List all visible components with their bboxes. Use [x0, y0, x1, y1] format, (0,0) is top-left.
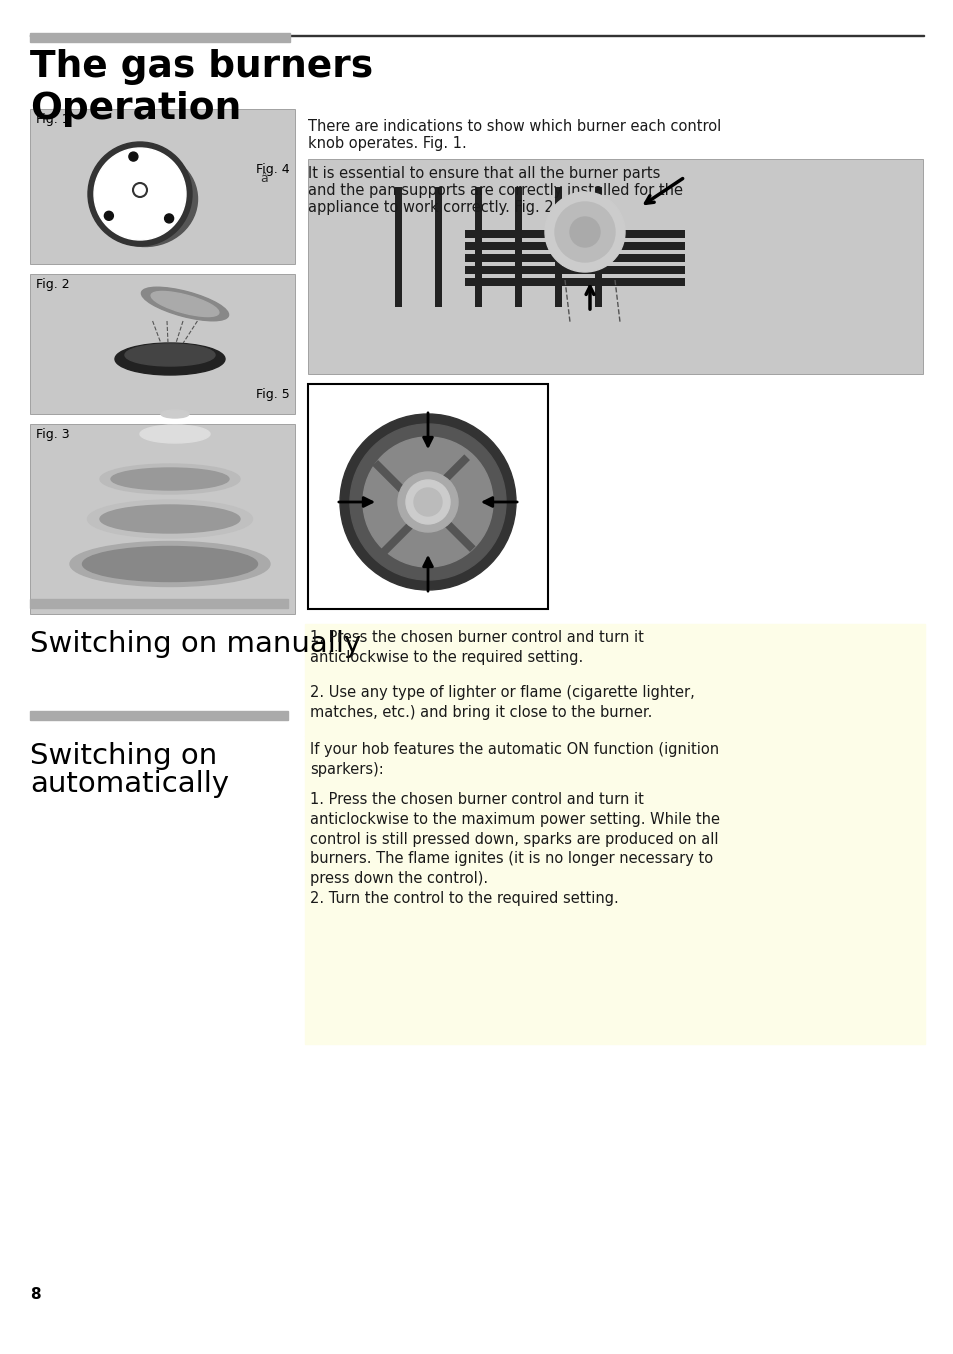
Ellipse shape: [100, 505, 240, 533]
Circle shape: [406, 481, 450, 524]
Circle shape: [165, 214, 173, 223]
Text: appliance to work correctly. Fig. 2-3-4-5.: appliance to work correctly. Fig. 2-3-4-…: [308, 200, 601, 215]
Ellipse shape: [141, 287, 229, 321]
Text: Fig. 4: Fig. 4: [255, 162, 290, 176]
Bar: [432, 455, 470, 492]
Ellipse shape: [70, 542, 270, 586]
Text: Switching on manually: Switching on manually: [30, 630, 361, 658]
Bar: [30, 34, 923, 37]
Bar: [30, 598, 288, 608]
Bar: [30, 32, 290, 42]
Ellipse shape: [115, 343, 225, 375]
Circle shape: [350, 424, 505, 580]
Circle shape: [414, 487, 441, 516]
Text: 1. Press the chosen burner control and turn it
anticlockwise to the maximum powe: 1. Press the chosen burner control and t…: [310, 792, 720, 906]
Text: â: â: [260, 172, 268, 185]
Bar: [464, 278, 684, 286]
Bar: [305, 737, 924, 1044]
Text: Fig. 3: Fig. 3: [36, 428, 70, 441]
Text: Fig. 5: Fig. 5: [255, 389, 290, 401]
Circle shape: [544, 192, 624, 272]
Ellipse shape: [151, 291, 218, 317]
Text: Fig. 2: Fig. 2: [36, 278, 70, 291]
Ellipse shape: [88, 500, 253, 538]
Text: Operation: Operation: [30, 91, 241, 127]
Bar: [464, 230, 684, 238]
Bar: [377, 520, 416, 558]
Bar: [30, 274, 294, 414]
Bar: [372, 460, 410, 497]
Circle shape: [94, 148, 186, 240]
Bar: [305, 624, 924, 737]
Circle shape: [555, 202, 615, 263]
Text: 2. Use any type of lighter or flame (cigarette lighter,
matches, etc.) and bring: 2. Use any type of lighter or flame (cig…: [310, 685, 694, 720]
Bar: [435, 187, 441, 307]
Bar: [308, 385, 547, 609]
Text: knob operates. Fig. 1.: knob operates. Fig. 1.: [308, 135, 466, 152]
Bar: [555, 187, 561, 307]
Text: and the pan supports are correctly installed for the: and the pan supports are correctly insta…: [308, 183, 682, 198]
Text: If your hob features the automatic ON function (ignition
sparkers):: If your hob features the automatic ON fu…: [310, 742, 719, 777]
Text: 1. Press the chosen burner control and turn it
anticlockwise to the required set: 1. Press the chosen burner control and t…: [310, 630, 643, 665]
Bar: [437, 515, 476, 552]
Circle shape: [104, 211, 113, 221]
Bar: [464, 255, 684, 263]
Ellipse shape: [140, 425, 210, 443]
Text: automatically: automatically: [30, 770, 229, 798]
Ellipse shape: [125, 344, 214, 366]
Circle shape: [339, 414, 516, 590]
Ellipse shape: [161, 410, 189, 418]
Bar: [30, 110, 294, 264]
Bar: [395, 187, 401, 307]
Circle shape: [88, 142, 192, 246]
Bar: [30, 711, 288, 720]
Bar: [308, 158, 923, 374]
Ellipse shape: [92, 152, 197, 246]
Circle shape: [129, 152, 138, 161]
Circle shape: [363, 437, 493, 567]
Bar: [595, 187, 601, 307]
Text: 8: 8: [30, 1288, 41, 1303]
Bar: [464, 265, 684, 274]
Bar: [475, 187, 481, 307]
Text: There are indications to show which burner each control: There are indications to show which burn…: [308, 119, 720, 134]
Text: Fig. 1: Fig. 1: [36, 112, 70, 126]
Text: It is essential to ensure that all the burner parts: It is essential to ensure that all the b…: [308, 167, 659, 181]
Circle shape: [397, 473, 457, 532]
Text: Switching on: Switching on: [30, 742, 217, 770]
Ellipse shape: [82, 547, 257, 581]
Bar: [464, 242, 684, 250]
Circle shape: [569, 217, 599, 246]
Ellipse shape: [111, 468, 229, 490]
Ellipse shape: [100, 464, 240, 494]
Bar: [515, 187, 521, 307]
Bar: [30, 424, 294, 613]
Text: The gas burners: The gas burners: [30, 49, 373, 85]
